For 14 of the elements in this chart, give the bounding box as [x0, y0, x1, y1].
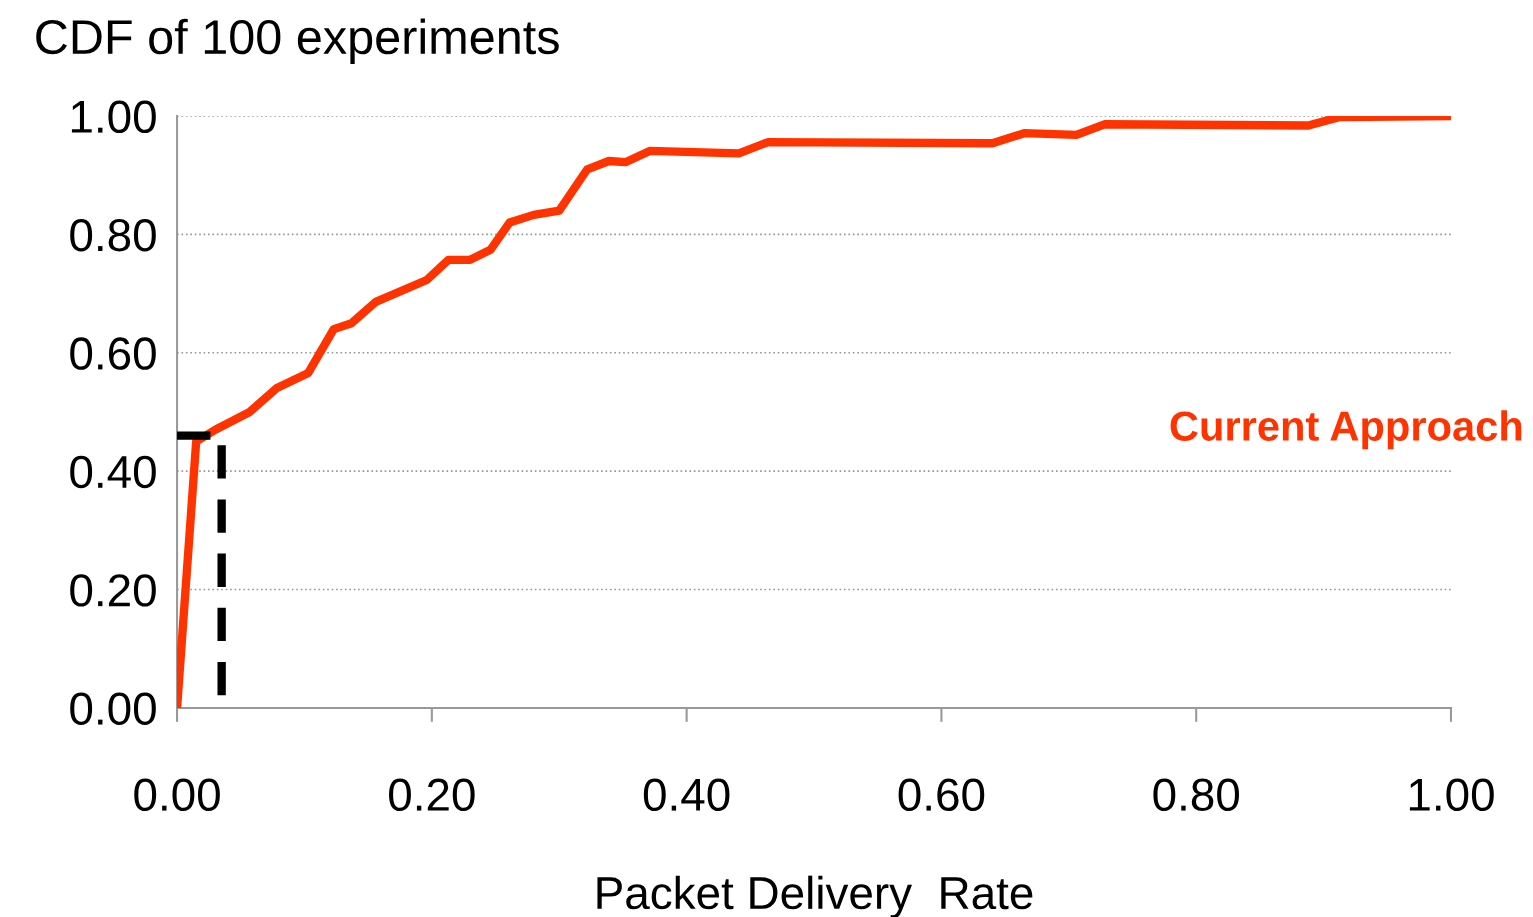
y-tick-label: 1.00 [71, 100, 156, 134]
y-tick-label: 0.20 [70, 574, 156, 607]
x-tick-label: 0.00 [134, 778, 220, 812]
x-tick-label: 0.20 [389, 778, 475, 812]
chart-title: CDF of 100 experiments [36, 18, 559, 64]
y-tick-label: 0.00 [70, 692, 156, 725]
y-tick-label: 0.40 [70, 455, 156, 489]
x-tick-label: 0.40 [643, 778, 730, 812]
x-tick-label: 1.00 [1409, 778, 1494, 812]
y-tick-label: 0.60 [70, 337, 156, 370]
text: Current Approach [1170, 410, 1522, 450]
x-tick-label: 0.80 [1153, 778, 1240, 812]
x-tick-label: 0.60 [898, 778, 985, 812]
y-tick-label: 0.80 [70, 218, 156, 252]
